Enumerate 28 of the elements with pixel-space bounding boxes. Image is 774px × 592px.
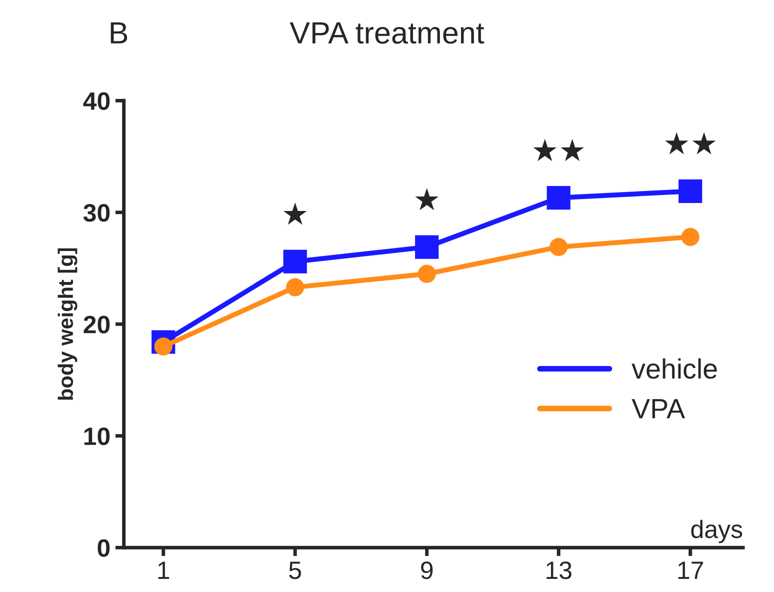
annotation: ★★ — [664, 132, 716, 154]
chart-title: VPA treatment — [290, 22, 484, 44]
annotation: ★★ — [533, 138, 584, 162]
point — [678, 179, 702, 203]
x-tick-label: 1 — [158, 562, 170, 579]
point — [681, 228, 700, 246]
y-tick-label: 30 — [83, 204, 110, 222]
x-axis-title: days — [691, 520, 742, 544]
y-tick-label: 40 — [83, 92, 110, 110]
y-tick-label: 20 — [84, 316, 110, 334]
point — [283, 250, 307, 274]
x-tick-label: 13 — [546, 561, 572, 580]
legend-label: VPA — [632, 399, 686, 418]
point — [286, 278, 304, 296]
y-tick-label: 10 — [84, 427, 110, 446]
x-tick-label: 5 — [289, 562, 302, 580]
legend-label: vehicle — [632, 358, 717, 379]
text: B — [110, 22, 128, 44]
point — [415, 235, 439, 259]
x-tick-label: 9 — [421, 561, 433, 580]
x-tick-label: 17 — [678, 562, 703, 579]
y-tick-label: 0 — [98, 539, 110, 557]
point — [550, 238, 568, 256]
point — [418, 264, 436, 283]
annotation: ★ — [283, 202, 307, 225]
y-axis-title: body weight [g] — [58, 248, 78, 400]
point — [546, 186, 570, 210]
annotation: ★ — [415, 188, 439, 210]
